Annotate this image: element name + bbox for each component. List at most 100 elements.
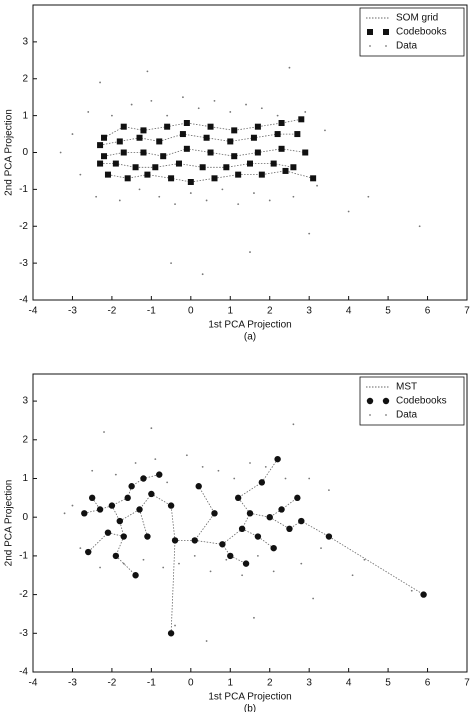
y-tick-label: -3: [19, 628, 28, 639]
x-tick-label: 2: [267, 678, 273, 689]
codebook-marker: [207, 149, 214, 156]
x-tick-label: 5: [385, 678, 391, 689]
codebook-marker: [140, 475, 147, 482]
x-tick-label: -4: [29, 678, 38, 689]
codebook-marker: [152, 164, 159, 171]
x-tick-label: 6: [425, 678, 431, 689]
data-point: [233, 477, 236, 480]
x-tick-label: 5: [385, 306, 391, 317]
codebook-marker: [258, 171, 265, 178]
codebook-marker: [120, 123, 127, 130]
y-tick-label: 2: [22, 73, 28, 84]
codebook-marker: [294, 494, 301, 502]
data-point: [241, 574, 244, 577]
caption: (b): [244, 704, 256, 712]
data-point: [178, 562, 180, 565]
codebook-marker: [128, 483, 135, 490]
data-point: [320, 547, 322, 550]
x-tick-label: 7: [464, 306, 470, 317]
codebook-marker: [211, 510, 218, 517]
data-point: [154, 458, 157, 461]
codebook-marker: [199, 164, 206, 171]
codebook-marker: [183, 145, 190, 152]
y-axis-label: 2nd PCA Projection: [4, 480, 15, 567]
data-point: [201, 465, 204, 468]
y-tick-label: -3: [19, 258, 28, 269]
data-point: [87, 111, 90, 113]
codebook-marker: [274, 455, 281, 463]
x-tick-label: -2: [107, 306, 116, 317]
legend-label: Data: [396, 410, 418, 421]
data-point: [79, 173, 82, 176]
codebook-marker: [116, 517, 124, 525]
data-point: [217, 469, 220, 472]
data-point: [324, 129, 326, 132]
data-point: [229, 111, 232, 113]
codebook-marker: [294, 131, 301, 138]
codebook-marker: [211, 175, 218, 182]
data-point: [182, 96, 184, 99]
codebook-marker: [175, 160, 182, 167]
legend-label: SOM grid: [396, 13, 438, 24]
data-point: [189, 192, 192, 194]
y-tick-label: -4: [19, 295, 28, 306]
codebook-marker: [223, 164, 230, 171]
codebook-marker: [97, 160, 104, 167]
codebook-marker: [266, 513, 273, 521]
data-point: [138, 188, 141, 191]
data-point: [292, 195, 295, 198]
codebook-marker: [234, 494, 242, 502]
data-point: [162, 566, 165, 569]
codebook-marker: [136, 506, 143, 513]
x-tick-label: -3: [68, 678, 77, 689]
x-tick-label: 6: [425, 306, 431, 317]
codebook-marker: [246, 510, 254, 517]
codebook-marker: [124, 494, 131, 502]
x-tick-label: -1: [147, 306, 156, 317]
codebook-marker: [231, 153, 238, 160]
codebook-marker: [132, 164, 139, 171]
data-point: [292, 423, 295, 426]
data-point: [130, 103, 133, 106]
codebook-marker: [164, 123, 171, 130]
legend: MST Codebooks Data: [359, 376, 465, 426]
data-point: [59, 151, 62, 154]
data-point: [122, 562, 125, 565]
x-tick-label: -1: [147, 678, 156, 689]
data-point: [193, 554, 196, 557]
data-point: [150, 427, 153, 430]
data-point: [276, 114, 279, 117]
codebook-marker: [104, 529, 112, 536]
data-point: [249, 251, 251, 253]
codebook-marker: [168, 175, 175, 182]
data-point: [300, 562, 303, 565]
codebook-marker: [88, 494, 96, 502]
codebook-marker: [112, 552, 120, 560]
codebook-marker: [242, 560, 250, 567]
caption: (a): [244, 332, 256, 343]
codebook-marker: [231, 127, 238, 134]
codebook-marker: [254, 123, 261, 130]
data-point: [166, 114, 169, 117]
codebook-marker: [156, 471, 163, 478]
data-point: [63, 512, 66, 515]
x-tick-label: 4: [346, 678, 352, 689]
data-point: [351, 574, 354, 577]
codebook-marker: [325, 533, 333, 540]
codebook-marker: [195, 483, 202, 490]
x-axis-label: 1st PCA Projection: [208, 320, 291, 331]
codebook-marker: [97, 142, 104, 149]
data-point: [99, 81, 101, 84]
codebook-marker: [420, 591, 427, 598]
y-tick-label: 3: [22, 396, 28, 407]
x-tick-label: 2: [267, 306, 273, 317]
codebook-marker: [101, 134, 108, 141]
x-axis-label: 1st PCA Projection: [208, 692, 291, 703]
data-point: [197, 107, 200, 110]
codebook-marker: [132, 572, 139, 579]
y-tick-label: 0: [22, 512, 28, 523]
codebook-marker: [298, 517, 305, 525]
codebook-marker: [302, 149, 309, 156]
legend: SOM grid Codebooks Data: [359, 7, 465, 57]
data-point: [158, 195, 161, 198]
